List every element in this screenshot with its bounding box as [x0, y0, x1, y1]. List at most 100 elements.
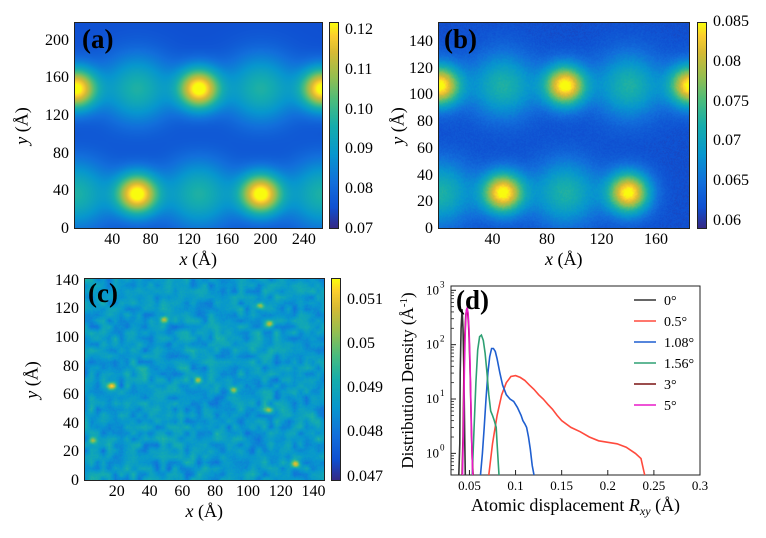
y-tick-exponent: 2 — [440, 334, 445, 344]
x-tick-label: 120 — [589, 231, 614, 248]
y-tick-label: 80 — [53, 144, 69, 162]
y-axis-var: y — [21, 390, 42, 399]
series-line-5 — [461, 307, 474, 475]
x-tick-label: 0.15 — [550, 478, 573, 493]
legend-label: 5° — [664, 399, 677, 414]
x-tick-label: 0.25 — [643, 478, 666, 493]
colorbar-tick-label: 0.065 — [713, 172, 749, 190]
y-tick-label: 80 — [63, 357, 79, 375]
panel-label-b: (b) — [444, 24, 477, 54]
y-axis-unit: (Å) — [387, 106, 408, 137]
y-tick-label: 10 — [426, 445, 439, 460]
y-tick-label: 200 — [45, 31, 69, 49]
x-tick-label: 120 — [176, 231, 201, 248]
x-axis-unit: (Å) — [193, 501, 223, 521]
panel-label-d: (d) — [456, 285, 489, 315]
x-tick-label: 140 — [301, 483, 326, 500]
x-tick-label: 100 — [235, 483, 260, 500]
heatmap-b — [438, 22, 690, 229]
colorbar-tick-label: 0.10 — [345, 100, 373, 118]
y-tick-label: 0 — [425, 220, 433, 237]
colorbar-tick-label: 0.11 — [345, 60, 373, 78]
y-tick-label: 40 — [417, 166, 433, 184]
x-axis-label: x (Å) — [545, 249, 583, 270]
x-axis-unit: (Å) — [651, 495, 681, 516]
legend-label: 0.5° — [664, 315, 687, 330]
x-axis-var: R — [628, 495, 640, 515]
y-axis-unit: (Å) — [21, 360, 42, 391]
y-tick-label: 100 — [55, 329, 79, 347]
x-axis-unit: (Å) — [553, 249, 583, 269]
y-axis-label: y (Å) — [388, 107, 409, 145]
legend-label: 1.08° — [664, 336, 694, 351]
y-axis-close: ) — [398, 292, 417, 298]
y-tick-exponent: 1 — [440, 388, 445, 398]
panel-label-a: (a) — [82, 24, 114, 54]
x-axis-var: x — [185, 501, 194, 521]
y-tick-label: 140 — [409, 33, 433, 51]
series-line-0 — [458, 309, 467, 475]
colorbar-tick-label: 0.07 — [345, 220, 373, 237]
x-tick-label: 80 — [538, 231, 555, 248]
colorbar-tick-label: 0.048 — [347, 423, 383, 441]
x-axis-label-d: Atomic displacement Rxy (Å) — [471, 495, 680, 518]
y-tick-label: 60 — [417, 139, 433, 157]
x-tick-label: 120 — [268, 483, 293, 500]
x-axis-sub: xy — [639, 504, 651, 518]
y-tick-label: 10 — [426, 391, 439, 406]
x-tick-label: 240 — [291, 231, 316, 248]
y-tick-label: 0 — [61, 220, 69, 237]
y-tick-label: 140 — [55, 271, 79, 289]
series-line-1 — [488, 374, 646, 475]
colorbar-tick-label: 0.08 — [713, 52, 741, 70]
colorbar-tick-label: 0.049 — [347, 379, 383, 397]
plot-frame-d — [450, 285, 701, 476]
x-tick-label: 40 — [484, 231, 501, 248]
x-axis-label: x (Å) — [186, 501, 224, 522]
colorbar-b — [697, 22, 707, 229]
x-tick-label: 0.05 — [458, 478, 481, 493]
y-axis-text: Distribution Density (Å — [398, 306, 417, 468]
x-tick-label: 160 — [215, 231, 240, 248]
x-axis-var: x — [545, 249, 553, 269]
legend-label: 1.56° — [664, 357, 694, 372]
colorbar-tick-label: 0.12 — [345, 20, 373, 38]
y-axis-sup: -1 — [398, 298, 410, 307]
x-axis-unit: (Å) — [187, 249, 217, 269]
legend-label: 3° — [664, 378, 677, 393]
x-tick-label: 20 — [108, 483, 125, 500]
y-tick-label: 40 — [53, 182, 69, 200]
y-tick-label: 120 — [55, 300, 79, 318]
series-line-2 — [479, 347, 535, 475]
x-tick-label: 0.3 — [692, 478, 708, 493]
y-tick-label: 60 — [63, 386, 79, 404]
x-tick-label: 200 — [253, 231, 278, 248]
legend-label: 0° — [664, 294, 677, 309]
y-tick-label: 160 — [45, 69, 69, 87]
x-tick-label: 80 — [207, 483, 224, 500]
y-tick-exponent: 0 — [440, 442, 445, 452]
y-tick-label: 10 — [426, 282, 439, 297]
y-tick-label: 80 — [417, 113, 433, 131]
y-tick-label: 20 — [63, 443, 79, 461]
colorbar-tick-label: 0.085 — [713, 13, 749, 30]
colorbar-tick-label: 0.05 — [347, 335, 375, 353]
y-tick-label: 0 — [71, 472, 79, 489]
colorbar-tick-label: 0.07 — [713, 132, 741, 150]
x-tick-label: 160 — [643, 231, 668, 248]
colorbar-tick-label: 0.09 — [345, 140, 373, 158]
x-tick-label: 60 — [174, 483, 191, 500]
y-axis-label: y (Å) — [12, 107, 33, 145]
x-axis-var: x — [179, 249, 188, 269]
x-tick-label: 0.1 — [507, 478, 523, 493]
y-axis-var: y — [11, 136, 32, 145]
panel-label-c: (c) — [88, 278, 118, 308]
y-tick-label: 20 — [417, 193, 433, 211]
x-tick-label: 80 — [142, 231, 159, 248]
y-tick-exponent: 3 — [440, 279, 445, 289]
heatmap-c — [84, 278, 325, 481]
series-line-3 — [471, 333, 500, 475]
series-line-4 — [461, 308, 474, 475]
x-tick-label: 40 — [141, 483, 158, 500]
colorbar-tick-label: 0.047 — [347, 467, 383, 485]
